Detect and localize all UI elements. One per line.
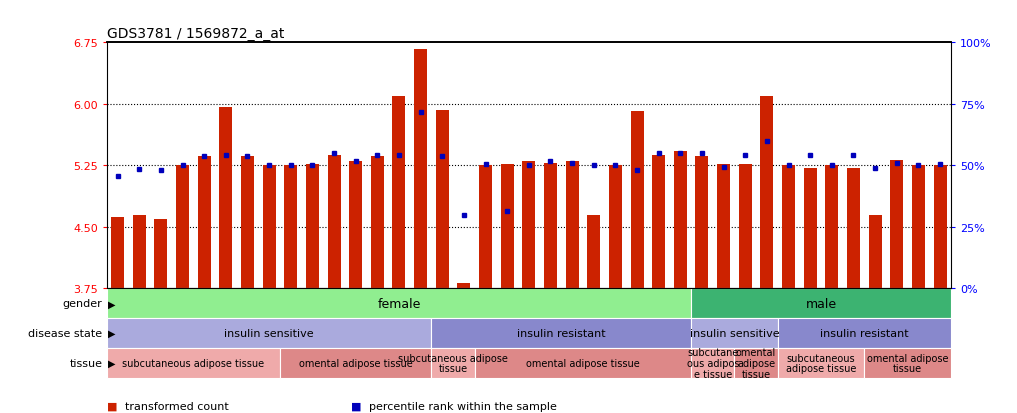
Text: ■: ■ xyxy=(107,401,117,411)
Bar xyxy=(692,348,734,378)
Bar xyxy=(738,164,752,289)
Bar xyxy=(934,165,947,289)
Bar xyxy=(782,165,795,289)
Bar xyxy=(869,215,882,289)
Bar xyxy=(133,215,145,289)
Text: GDS3781 / 1569872_a_at: GDS3781 / 1569872_a_at xyxy=(107,27,284,41)
Bar xyxy=(826,165,838,289)
Bar xyxy=(778,318,951,348)
Bar xyxy=(176,165,189,289)
Bar xyxy=(778,348,864,378)
Text: subcutaneous adipose tissue: subcutaneous adipose tissue xyxy=(122,358,264,368)
Text: disease state: disease state xyxy=(28,328,103,338)
Bar xyxy=(393,97,406,289)
Bar xyxy=(197,157,211,289)
Text: insulin sensitive: insulin sensitive xyxy=(225,328,314,338)
Text: gender: gender xyxy=(63,299,103,309)
Text: omental adipose
tissue: omental adipose tissue xyxy=(866,353,949,373)
Bar xyxy=(803,169,817,289)
Bar xyxy=(692,318,778,348)
Bar xyxy=(479,165,492,289)
Text: ■: ■ xyxy=(351,401,361,411)
Bar xyxy=(544,164,557,289)
Text: insulin resistant: insulin resistant xyxy=(820,328,908,338)
Bar xyxy=(864,348,951,378)
Bar xyxy=(609,165,622,289)
Text: ▶: ▶ xyxy=(108,328,115,338)
Text: subcutane
ous adipos
e tissue: subcutane ous adipos e tissue xyxy=(686,347,739,379)
Bar xyxy=(431,318,692,348)
Bar xyxy=(631,111,644,289)
Text: tissue: tissue xyxy=(69,358,103,368)
Bar xyxy=(500,164,514,289)
Bar xyxy=(431,348,475,378)
Text: subcutaneous adipose
tissue: subcutaneous adipose tissue xyxy=(398,353,508,373)
Bar xyxy=(674,152,686,289)
Bar xyxy=(587,215,600,289)
Bar xyxy=(435,110,448,289)
Bar xyxy=(107,289,692,318)
Bar xyxy=(847,169,860,289)
Text: transformed count: transformed count xyxy=(125,401,229,411)
Bar xyxy=(761,97,773,289)
Bar xyxy=(414,50,427,289)
Bar xyxy=(696,157,709,289)
Bar xyxy=(107,348,280,378)
Bar xyxy=(565,162,579,289)
Bar xyxy=(652,155,665,289)
Bar xyxy=(280,348,431,378)
Bar xyxy=(890,160,903,289)
Bar xyxy=(285,165,297,289)
Text: subcutaneous
adipose tissue: subcutaneous adipose tissue xyxy=(786,353,856,373)
Bar xyxy=(692,289,951,318)
Bar xyxy=(734,348,778,378)
Bar xyxy=(241,157,254,289)
Text: percentile rank within the sample: percentile rank within the sample xyxy=(369,401,557,411)
Bar xyxy=(327,155,341,289)
Text: female: female xyxy=(377,297,421,310)
Text: ▶: ▶ xyxy=(108,299,115,309)
Bar xyxy=(912,165,924,289)
Bar xyxy=(349,162,362,289)
Bar xyxy=(107,318,431,348)
Bar xyxy=(155,219,168,289)
Text: male: male xyxy=(805,297,837,310)
Bar xyxy=(111,218,124,289)
Text: ▶: ▶ xyxy=(108,358,115,368)
Text: omental adipose tissue: omental adipose tissue xyxy=(526,358,640,368)
Text: omental adipose tissue: omental adipose tissue xyxy=(299,358,413,368)
Text: insulin resistant: insulin resistant xyxy=(517,328,605,338)
Bar xyxy=(220,108,232,289)
Bar xyxy=(306,164,319,289)
Text: insulin sensitive: insulin sensitive xyxy=(690,328,779,338)
Bar xyxy=(717,164,730,289)
Text: omental
adipose
tissue: omental adipose tissue xyxy=(736,347,776,379)
Bar xyxy=(458,283,471,289)
Bar xyxy=(262,165,276,289)
Bar xyxy=(371,157,383,289)
Bar xyxy=(475,348,692,378)
Bar xyxy=(523,162,535,289)
